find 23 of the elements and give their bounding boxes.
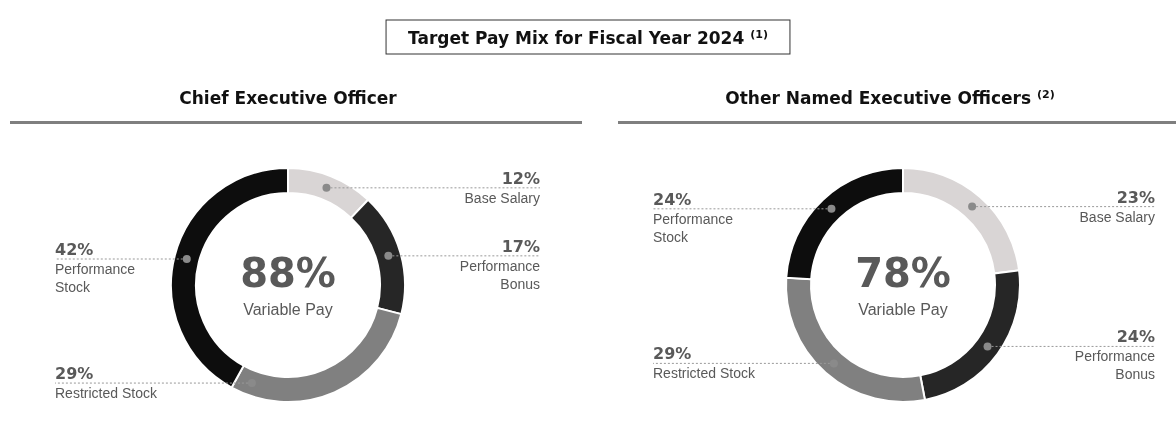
slice-label: Restricted Stock	[653, 365, 756, 382]
data-label: 24%	[1116, 327, 1155, 347]
slice-label: Performance Stock	[55, 261, 136, 296]
data-label: 23%	[1116, 187, 1155, 207]
data-label: 42%	[55, 240, 94, 260]
text: 88%	[240, 250, 336, 296]
slice-label: Restricted Stock	[55, 385, 158, 402]
data-label: 24%	[653, 189, 692, 209]
chart-title: Other Named Executive Officers $^{(2)}$	[725, 87, 1055, 108]
text: Variable Pay	[858, 301, 948, 318]
data-label: 29%	[55, 364, 94, 384]
data-label: 29%	[653, 344, 692, 364]
data-label: 12%	[501, 168, 540, 188]
text: Variable Pay	[243, 301, 333, 318]
chart-subtitle: Chief Executive Officer	[179, 88, 398, 108]
slice-label: Base Salary	[464, 189, 540, 206]
data-label: 17%	[501, 236, 540, 256]
slice-label: Performance Bonus	[459, 257, 541, 292]
text: 78%	[855, 250, 951, 296]
slice-label: Performance Bonus	[1074, 348, 1156, 383]
slice-label: Performance Stock	[653, 210, 734, 245]
text: Target Pay Mix for Fiscal Year 2024 $^{(1)}$	[408, 27, 768, 48]
slice-label: Base Salary	[1079, 208, 1155, 225]
